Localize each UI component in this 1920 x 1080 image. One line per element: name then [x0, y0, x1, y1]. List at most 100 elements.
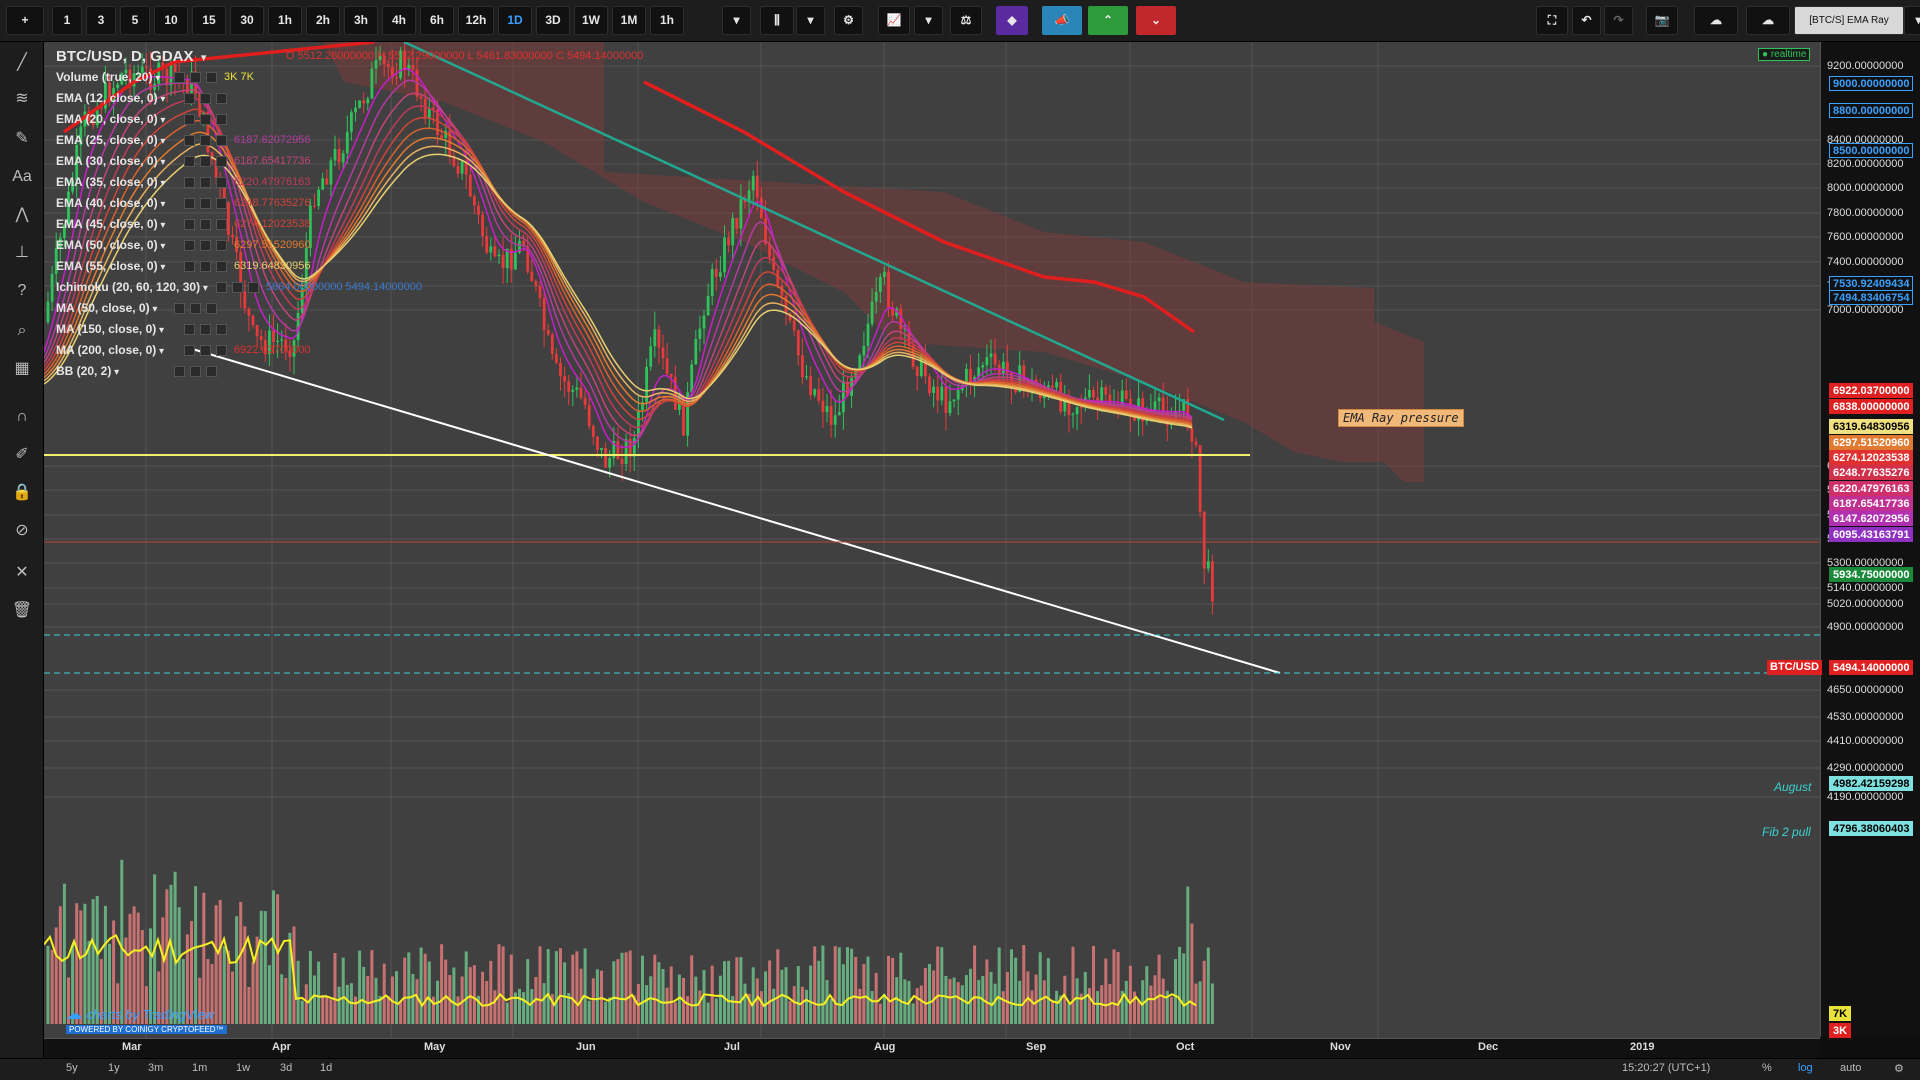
range-button[interactable]: 1m	[192, 1062, 208, 1074]
close-icon[interactable]	[216, 219, 227, 230]
interval-dropdown-button[interactable]: ▾	[722, 6, 751, 35]
publish-down-button[interactable]: ⌄	[1136, 6, 1176, 35]
close-icon[interactable]	[216, 156, 227, 167]
chevron-down-icon[interactable]: ▾	[157, 157, 166, 168]
range-button[interactable]: 5y	[66, 1062, 78, 1074]
alert-button[interactable]: 📣	[1042, 6, 1082, 35]
chevron-down-icon[interactable]: ▾	[200, 52, 207, 64]
interval-button[interactable]: 3D	[536, 6, 570, 35]
eye-icon[interactable]	[184, 345, 195, 356]
chevron-down-icon[interactable]: ▾	[152, 73, 161, 84]
fib-tool[interactable]: ≋	[7, 86, 37, 112]
interval-button[interactable]: 5	[120, 6, 150, 35]
settings-button[interactable]: ⚙	[834, 6, 863, 35]
price-chart[interactable]	[44, 42, 1820, 1038]
close-icon[interactable]	[248, 282, 259, 293]
chevron-down-icon[interactable]: ▾	[149, 304, 158, 315]
eye-icon[interactable]	[184, 219, 195, 230]
price-axis[interactable]: 9200.00000000 8400.00000000 8200.00000000 8…	[1767, 42, 1920, 1038]
close-icon[interactable]	[216, 135, 227, 146]
close-icon[interactable]	[216, 114, 227, 125]
range-button[interactable]: 1w	[236, 1062, 251, 1074]
chevron-down-icon[interactable]: ▾	[157, 199, 166, 210]
indicators-dropdown[interactable]: ▾	[914, 6, 943, 35]
chevron-down-icon[interactable]: ▾	[157, 241, 166, 252]
legend-study-row[interactable]: EMA (30, close, 0) ▾ 6187.65417736	[56, 151, 386, 172]
close-icon[interactable]	[216, 324, 227, 335]
close-icon[interactable]	[216, 93, 227, 104]
legend-study-row[interactable]: EMA (50, close, 0) ▾ 6297.51520960	[56, 235, 386, 256]
settings-icon[interactable]	[200, 324, 211, 335]
interval-button[interactable]: 1h	[268, 6, 302, 35]
hide-drawings-tool[interactable]: ⊘	[7, 518, 37, 544]
eye-icon[interactable]	[184, 135, 195, 146]
close-icon[interactable]	[216, 345, 227, 356]
range-button[interactable]: 1d	[320, 1062, 333, 1074]
legend-study-row[interactable]: MA (150, close, 0) ▾	[56, 319, 386, 340]
close-icon[interactable]	[206, 303, 217, 314]
interval-button[interactable]: 30	[230, 6, 264, 35]
chevron-down-icon[interactable]: ▾	[157, 94, 166, 105]
close-icon[interactable]	[216, 261, 227, 272]
legend-study-row[interactable]: MA (200, close, 0) ▾ 6922.03700000	[56, 340, 386, 361]
chart-type-dropdown[interactable]: ▾	[796, 6, 825, 35]
chevron-down-icon[interactable]: ▾	[157, 178, 166, 189]
settings-icon[interactable]	[200, 261, 211, 272]
legend-study-row[interactable]: EMA (12, close, 0) ▾	[56, 88, 386, 109]
legend-study-row[interactable]: EMA (35, close, 0) ▾ 6220.47976163	[56, 172, 386, 193]
cube-button[interactable]: ◆	[996, 6, 1028, 35]
tools-settings[interactable]: ✕	[7, 560, 37, 586]
percent-toggle[interactable]: %	[1762, 1062, 1772, 1074]
eye-icon[interactable]	[184, 240, 195, 251]
legend-study-row[interactable]: EMA (45, close, 0) ▾ 6274.12023538	[56, 214, 386, 235]
legend-study-row[interactable]: MA (50, close, 0) ▾	[56, 298, 386, 319]
interval-button[interactable]: 15	[192, 6, 226, 35]
chevron-down-icon[interactable]: ▾	[157, 136, 166, 147]
zoom-tool[interactable]: ⌕	[7, 318, 37, 344]
chevron-down-icon[interactable]: ▾	[157, 220, 166, 231]
stay-drawing-tool[interactable]: ✐	[7, 442, 37, 468]
pattern-tool[interactable]: ⋀	[7, 202, 37, 228]
settings-icon[interactable]	[190, 366, 201, 377]
settings-icon[interactable]	[200, 177, 211, 188]
fullscreen-button[interactable]: ⛶	[1536, 6, 1568, 35]
eye-icon[interactable]	[184, 114, 195, 125]
interval-button[interactable]: 3	[86, 6, 116, 35]
magnet-tool[interactable]: ∩	[7, 404, 37, 430]
range-button[interactable]: 3d	[280, 1062, 293, 1074]
undo-button[interactable]: ↶	[1572, 6, 1601, 35]
settings-icon[interactable]	[200, 156, 211, 167]
axis-settings[interactable]: ⚙	[1894, 1062, 1904, 1075]
close-icon[interactable]	[206, 366, 217, 377]
close-icon[interactable]	[216, 240, 227, 251]
legend-study-row[interactable]: EMA (40, close, 0) ▾ 6248.77635276	[56, 193, 386, 214]
measure-tool[interactable]: ⊥	[7, 240, 37, 266]
range-button[interactable]: 3m	[148, 1062, 164, 1074]
settings-icon[interactable]	[190, 72, 201, 83]
redo-button[interactable]: ↷	[1604, 6, 1633, 35]
auto-toggle[interactable]: auto	[1840, 1062, 1862, 1074]
compare-button[interactable]: ⚖	[950, 6, 982, 35]
study-template-dropdown[interactable]: ▾	[1904, 6, 1920, 35]
eye-icon[interactable]	[184, 261, 195, 272]
eye-icon[interactable]	[216, 282, 227, 293]
chevron-down-icon[interactable]: ▾	[156, 346, 165, 357]
interval-button[interactable]: 6h	[420, 6, 454, 35]
settings-icon[interactable]	[200, 219, 211, 230]
eye-icon[interactable]	[184, 177, 195, 188]
indicators-button[interactable]: 📈	[878, 6, 910, 35]
text-tool[interactable]: Aa	[7, 164, 37, 190]
eye-icon[interactable]	[184, 93, 195, 104]
interval-button[interactable]: 4h	[382, 6, 416, 35]
legend-study-row[interactable]: EMA (20, close, 0) ▾	[56, 109, 386, 130]
symbol-title[interactable]: BTC/USD, D, GDAX	[56, 48, 194, 65]
study-template-select[interactable]: [BTC/S] EMA Ray	[1794, 6, 1904, 35]
interval-button[interactable]: 1M	[612, 6, 646, 35]
cloud-save-button[interactable]: ☁	[1746, 6, 1790, 35]
settings-icon[interactable]	[190, 303, 201, 314]
log-toggle[interactable]: log	[1798, 1062, 1813, 1074]
legend-study-row[interactable]: EMA (25, close, 0) ▾ 6187.62072956	[56, 130, 386, 151]
crosshair-tool-button[interactable]: +	[6, 6, 44, 35]
chevron-down-icon[interactable]: ▾	[157, 115, 166, 126]
help-tool[interactable]: ?	[7, 278, 37, 304]
